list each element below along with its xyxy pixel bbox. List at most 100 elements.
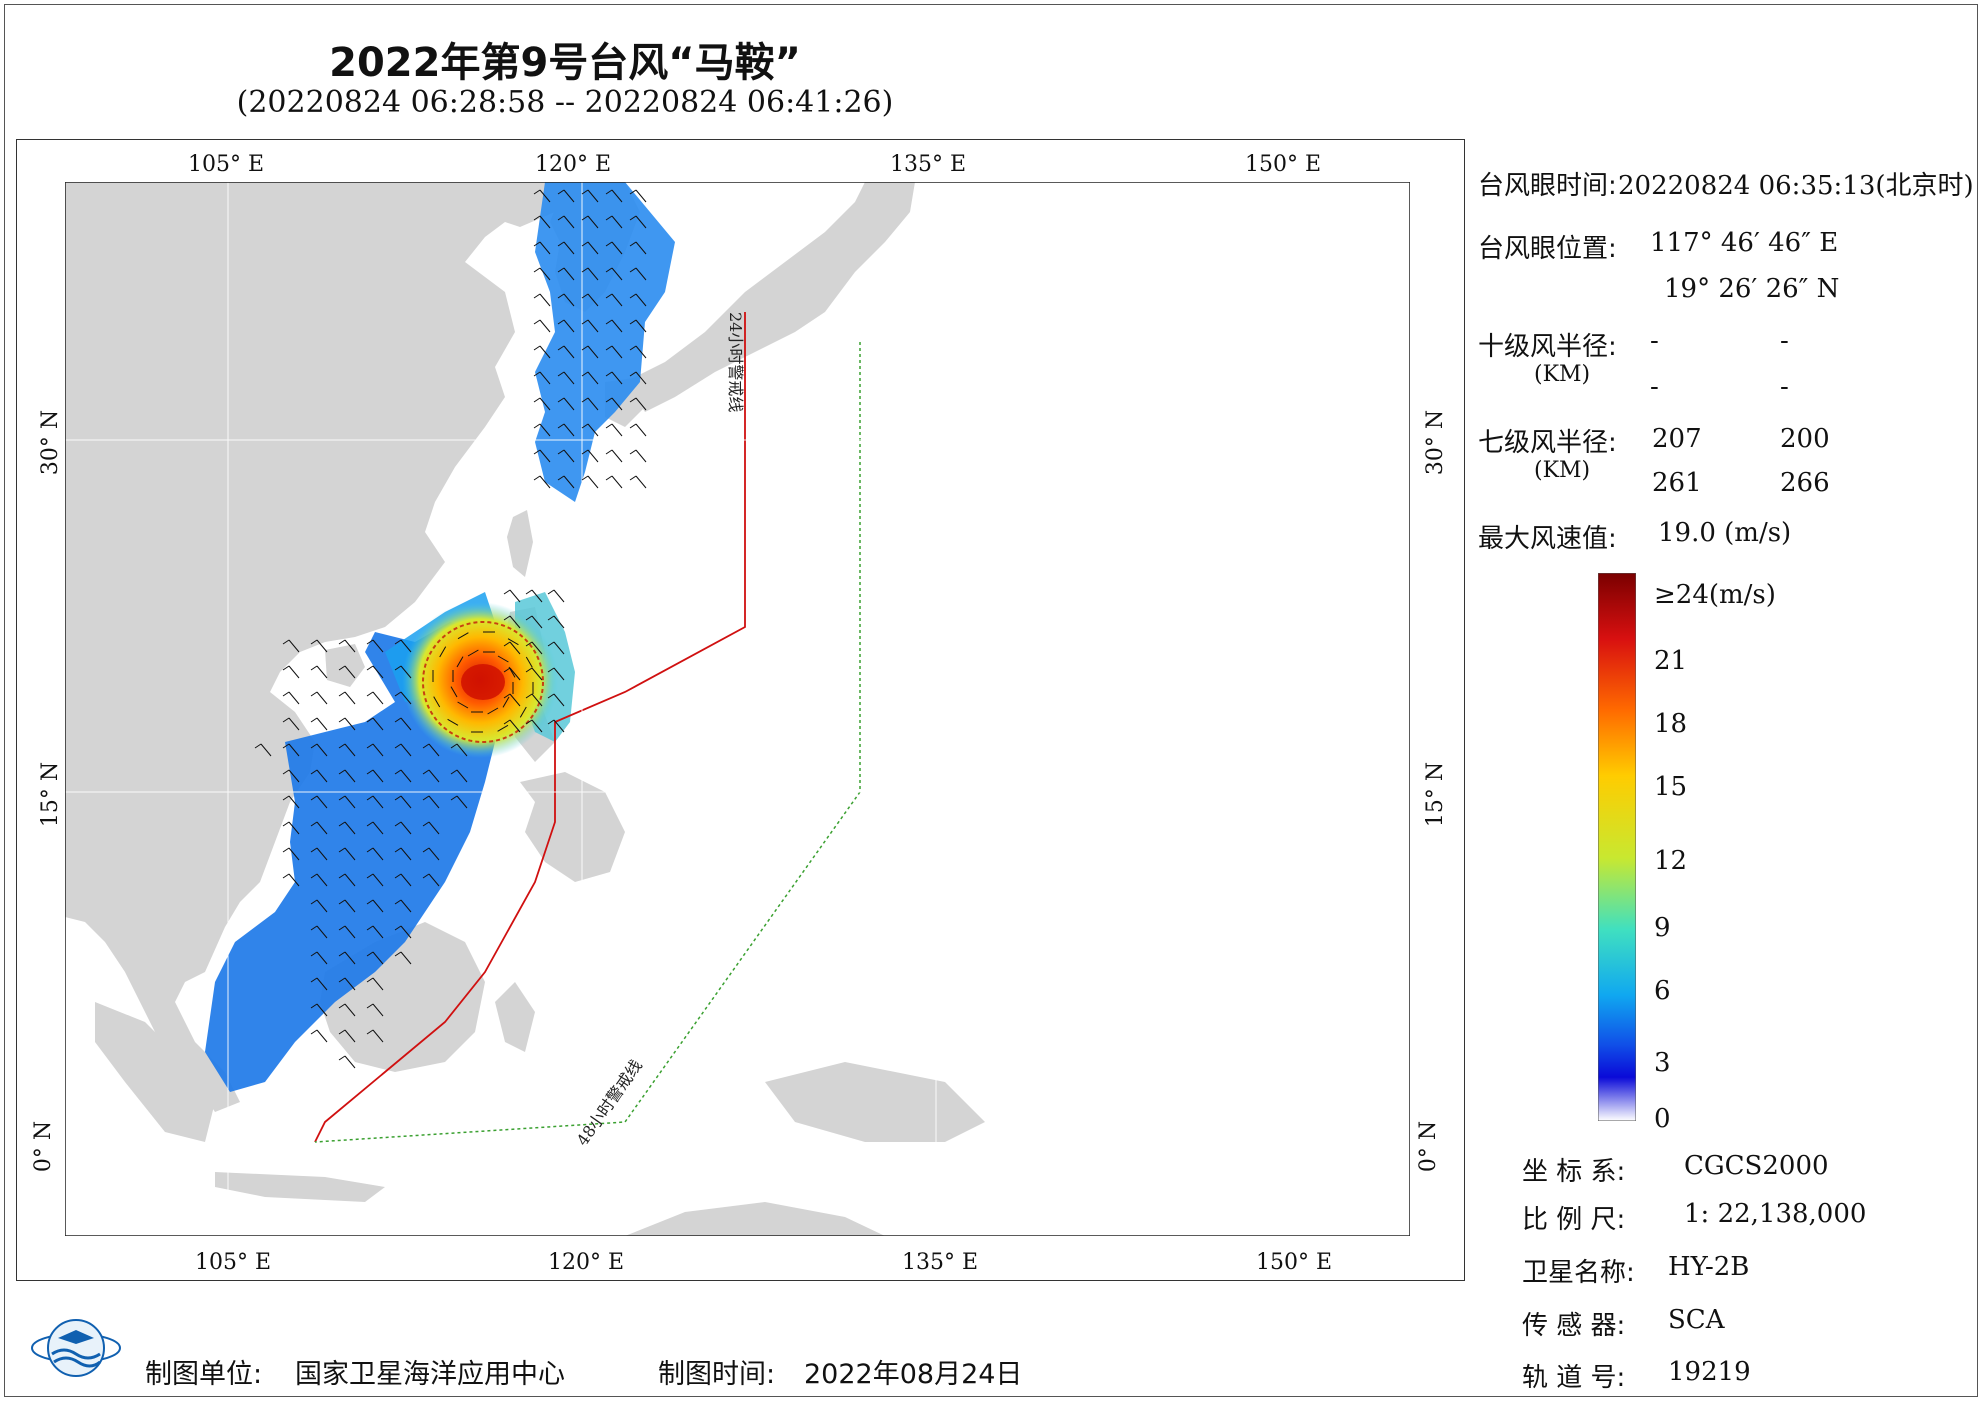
wind-barb (366, 847, 384, 861)
wind-barb (282, 769, 300, 783)
wind-barb (310, 925, 328, 939)
lon-tick-top: 120° E (535, 152, 612, 177)
wind-barb (605, 397, 623, 411)
warning-line-48h (314, 342, 861, 1143)
lat-tick-left: 30° N (38, 409, 64, 476)
lon-tick-bottom: 105° E (195, 1250, 272, 1275)
wind-barb (366, 639, 384, 653)
wind-barb (629, 319, 647, 333)
wind-barb (557, 293, 575, 307)
wind-barb (338, 1029, 356, 1043)
wind-barb (338, 899, 356, 913)
wind-barb (519, 706, 527, 718)
wind-barb (338, 821, 356, 835)
wind-barb (533, 215, 551, 229)
wind-barb (282, 717, 300, 731)
hainan (325, 644, 365, 687)
wind-barb (605, 423, 623, 437)
eye-lat: 19° 26′ 26″ N (1664, 274, 1840, 304)
wind-barb (394, 795, 412, 809)
wind-barb (581, 241, 599, 255)
wind-barb (338, 925, 356, 939)
wind-barb (581, 449, 599, 463)
warning-line-24h (314, 312, 746, 1143)
wind-barbs (254, 189, 647, 1069)
wind-barb (338, 717, 356, 731)
java (215, 1172, 385, 1202)
wind-barb (503, 667, 521, 681)
wind-barb (629, 397, 647, 411)
wind-barb (338, 951, 356, 965)
lon-tick-bottom: 120° E (548, 1250, 625, 1275)
wind-barb (605, 241, 623, 255)
wind-barb (547, 667, 565, 681)
lat-tick-right: 0° N (1416, 1120, 1442, 1173)
wind-barb (366, 1029, 384, 1043)
wind-barb (450, 686, 458, 698)
wind-barb (605, 293, 623, 307)
wind-barb (394, 639, 412, 653)
wind-barb (394, 899, 412, 913)
wind-barb (581, 215, 599, 229)
wind-barb (366, 925, 384, 939)
wind-barb (366, 769, 384, 783)
lon-tick-top: 150° E (1245, 152, 1322, 177)
wind-barb (282, 639, 300, 653)
wind-barb (394, 743, 412, 757)
wind-barb (282, 795, 300, 809)
wind-barb (282, 821, 300, 835)
wind-barb (366, 691, 384, 705)
wind-barb (629, 267, 647, 281)
wind-barb (394, 769, 412, 783)
wind-barb (394, 847, 412, 861)
wind-barb (629, 345, 647, 359)
r10-value: - (1650, 326, 1659, 356)
wind-barb (557, 423, 575, 437)
asia-mainland (65, 182, 565, 1112)
satellite-value: HY-2B (1668, 1252, 1750, 1282)
wind-barb (557, 397, 575, 411)
wind-barb (547, 589, 565, 603)
wind-barb (338, 847, 356, 861)
wind-barb (581, 189, 599, 203)
r7-value: 200 (1780, 424, 1830, 454)
wind-barb (525, 641, 543, 655)
wind-barb (467, 649, 479, 657)
wind-barb (581, 371, 599, 385)
wind-barb (525, 656, 533, 668)
taiwan (507, 510, 533, 577)
lon-tick-top: 105° E (188, 152, 265, 177)
lat-tick-right: 30° N (1423, 409, 1449, 476)
wind-barb (605, 215, 623, 229)
wind-barb (366, 717, 384, 731)
wind-field-map: 24小时警戒线 48小时警戒线 (65, 182, 1410, 1236)
colorbar-label: 3 (1654, 1048, 1671, 1078)
wind-barb (394, 821, 412, 835)
lat-tick-left: 15° N (38, 761, 64, 828)
new-guinea (765, 1062, 985, 1142)
wind-barb (581, 267, 599, 281)
wind-barb (547, 641, 565, 655)
wind-barb (507, 638, 519, 646)
eye-lon: 117° 46′ 46″ E (1650, 228, 1839, 258)
philippines-south (520, 772, 625, 882)
colorbar-label: 15 (1654, 772, 1688, 802)
wind-barb (338, 743, 356, 757)
sumatra (95, 1002, 215, 1142)
colorbar-label: 0 (1654, 1104, 1671, 1134)
wind-barb (338, 977, 356, 991)
eye-time-value: 20220824 06:35:13(北京时) (1618, 171, 1974, 201)
wind-barb (557, 267, 575, 281)
graticule (65, 182, 1410, 1236)
date-value: 2022年08月24日 (804, 1359, 1023, 1390)
crs-value: CGCS2000 (1684, 1151, 1829, 1181)
wind-barb (581, 423, 599, 437)
wind-barb (366, 743, 384, 757)
wind-barb (450, 769, 468, 783)
wind-barb (605, 345, 623, 359)
wind-barb (557, 449, 575, 463)
warning-line-24h-label: 24小时警戒线 (726, 312, 745, 412)
wind-barb (394, 925, 412, 939)
r10-value: - (1780, 326, 1789, 356)
scale-value: 1: 22,138,000 (1684, 1199, 1867, 1229)
